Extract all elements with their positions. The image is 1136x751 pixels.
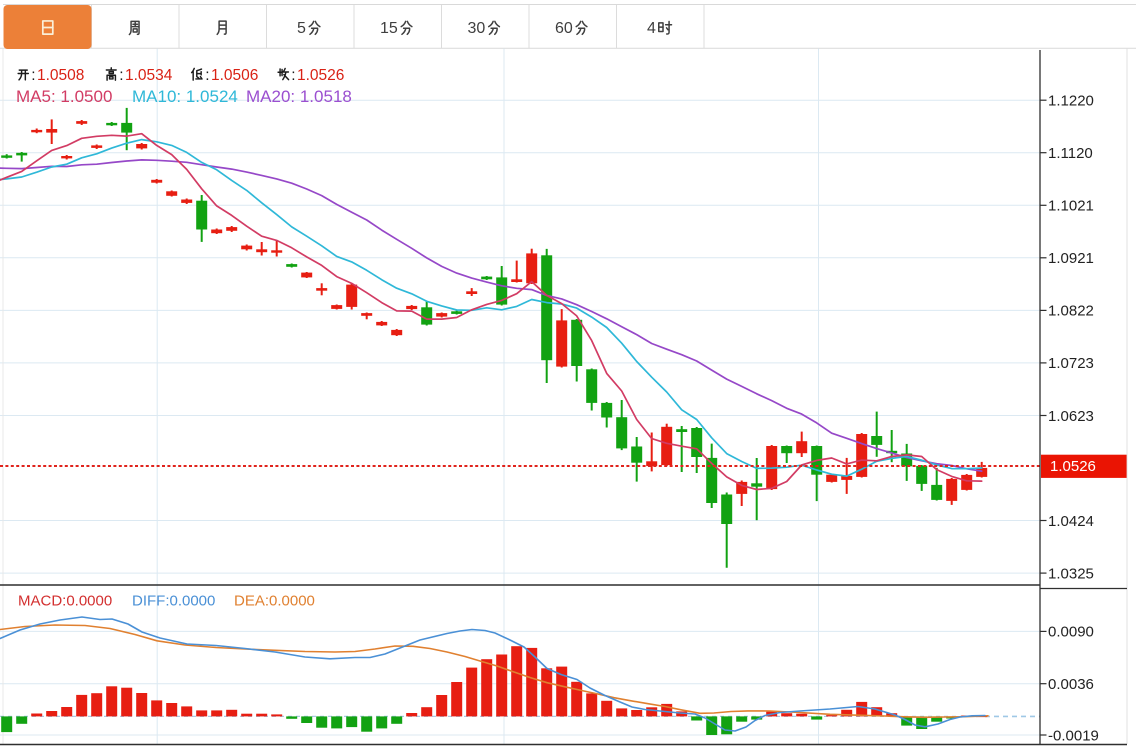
- svg-text::: :: [31, 67, 35, 84]
- svg-text:1.0508: 1.0508: [37, 67, 84, 84]
- svg-text:MA20: 1.0518: MA20: 1.0518: [246, 87, 352, 106]
- svg-text:1.1021: 1.1021: [1048, 198, 1094, 215]
- svg-text:30: 30: [468, 20, 486, 37]
- svg-text:DEA:0.0000: DEA:0.0000: [234, 593, 315, 610]
- svg-text:60: 60: [555, 20, 573, 37]
- svg-text:1.0723: 1.0723: [1048, 355, 1094, 372]
- svg-text:15: 15: [380, 20, 398, 37]
- svg-text:1.0534: 1.0534: [125, 67, 173, 84]
- svg-text:1.0526: 1.0526: [1050, 458, 1096, 475]
- svg-text:0.0036: 0.0036: [1048, 676, 1094, 693]
- svg-text:MACD:0.0000: MACD:0.0000: [18, 593, 112, 610]
- svg-text:1.0921: 1.0921: [1048, 250, 1094, 267]
- svg-text:1.0424: 1.0424: [1048, 513, 1094, 530]
- svg-text::: :: [291, 67, 295, 84]
- svg-text:1.0822: 1.0822: [1048, 303, 1094, 320]
- svg-text:0.0090: 0.0090: [1048, 624, 1094, 641]
- svg-text:5: 5: [297, 20, 306, 37]
- svg-text::: :: [205, 67, 209, 84]
- svg-text:1.0623: 1.0623: [1048, 408, 1094, 425]
- svg-text:4: 4: [647, 20, 656, 37]
- svg-text:-0.0019: -0.0019: [1048, 727, 1099, 744]
- svg-text:1.1120: 1.1120: [1048, 145, 1093, 162]
- svg-text:MA5: 1.0500: MA5: 1.0500: [16, 87, 112, 106]
- svg-text:DIFF:0.0000: DIFF:0.0000: [132, 593, 215, 610]
- svg-text:1.0325: 1.0325: [1048, 565, 1094, 582]
- svg-text::: :: [119, 67, 123, 84]
- svg-text:1.1220: 1.1220: [1048, 93, 1094, 110]
- svg-text:1.0506: 1.0506: [211, 67, 258, 84]
- svg-text:MA10: 1.0524: MA10: 1.0524: [132, 87, 238, 106]
- svg-text:1.0526: 1.0526: [297, 67, 344, 84]
